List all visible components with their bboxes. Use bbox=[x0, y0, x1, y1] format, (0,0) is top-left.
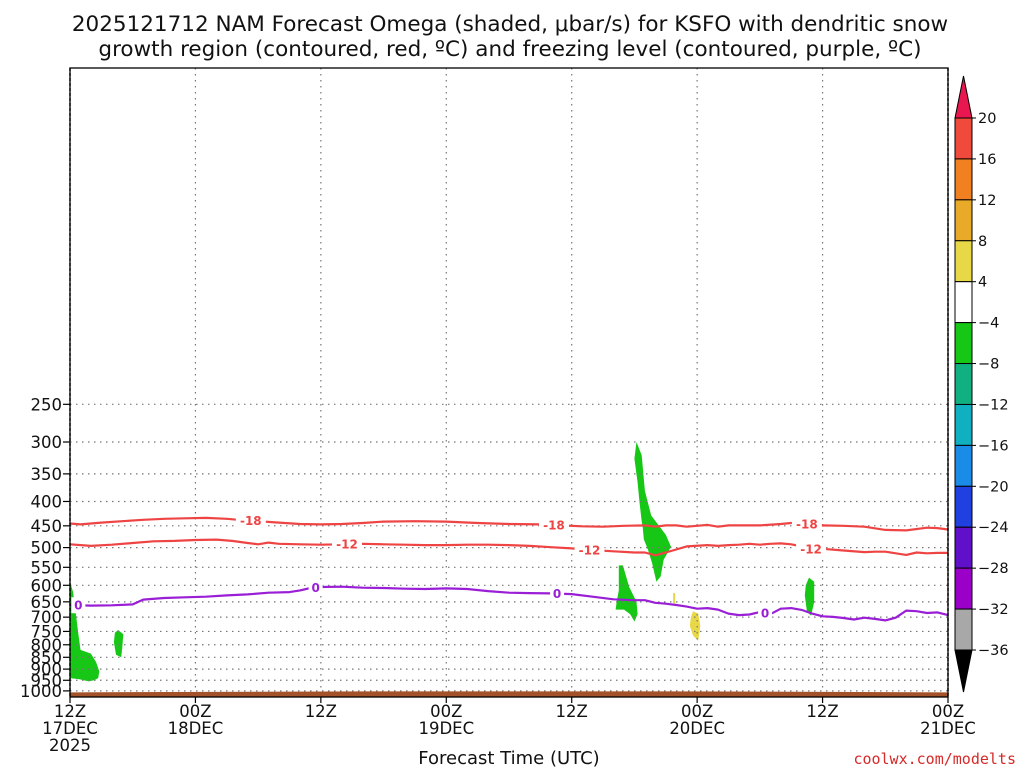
x-tick-label: 20DEC bbox=[669, 719, 725, 738]
terrain-ground-strip bbox=[70, 691, 948, 697]
colorbar-swatch bbox=[954, 199, 973, 242]
x-tick-label: 19DEC bbox=[418, 719, 474, 738]
colorbar-tick-label: 12 bbox=[978, 193, 996, 209]
colorbar-tick-label: −36 bbox=[978, 643, 1009, 659]
y-tick-label: 1000 bbox=[20, 682, 62, 701]
colorbar-tick-label: −8 bbox=[978, 357, 999, 373]
omega-shaded-region-6 bbox=[673, 593, 676, 604]
contour-label-bg bbox=[308, 579, 323, 596]
colorbar: 20 16 12 8 4 −4 −8 −12 −16 −20 −24 −28 −32 −36 bbox=[954, 75, 1009, 693]
contour-label-bg bbox=[550, 585, 565, 602]
colorbar-bottom-arrow bbox=[954, 649, 973, 693]
colorbar-tick-label: 20 bbox=[978, 111, 996, 127]
colorbar-tick-label: −12 bbox=[978, 397, 1009, 413]
colorbar-tick-label: 4 bbox=[978, 275, 987, 291]
colorbar-tick-label: −20 bbox=[978, 479, 1009, 495]
colorbar-tick-label: −24 bbox=[978, 520, 1009, 536]
colorbar-swatch bbox=[954, 444, 973, 487]
x-tick-label: 12Z bbox=[556, 702, 588, 721]
contour-label-bg bbox=[758, 605, 773, 622]
y-tick-label: 950 bbox=[31, 671, 63, 690]
omega-shaded-region-3 bbox=[615, 565, 638, 622]
contour-label-0: 0 bbox=[74, 599, 82, 613]
y-tick-label: 750 bbox=[31, 622, 63, 641]
y-tick-label: 800 bbox=[31, 636, 63, 655]
x-tick-label: 00Z bbox=[932, 702, 964, 721]
x-tick-label: 00Z bbox=[179, 702, 211, 721]
x-axis-label: Forecast Time (UTC) bbox=[418, 748, 599, 768]
colorbar-tick-label: −16 bbox=[978, 438, 1009, 454]
y-tick-label: 700 bbox=[31, 608, 63, 627]
contour-label-bg bbox=[71, 597, 86, 614]
contour-label-bg bbox=[574, 541, 605, 558]
x-tick-label: 00Z bbox=[430, 702, 462, 721]
y-tick-label: 450 bbox=[31, 517, 63, 536]
contour-label-bg bbox=[791, 516, 822, 533]
x-tick-label: 17DEC bbox=[42, 719, 98, 738]
colorbar-swatch bbox=[954, 403, 973, 446]
contour-label--18: -18 bbox=[240, 514, 262, 528]
colorbar-swatch bbox=[954, 608, 973, 651]
colorbar-tick-label: 8 bbox=[978, 234, 987, 250]
contour-label-0: 0 bbox=[311, 581, 319, 595]
plot-background bbox=[70, 68, 948, 697]
x-tick-label: 12Z bbox=[305, 702, 337, 721]
colorbar-tick-label: 16 bbox=[978, 152, 996, 168]
y-tick-label: 900 bbox=[31, 660, 63, 679]
colorbar-tick-label: −32 bbox=[978, 602, 1009, 618]
chart-title-line-1: 2025121712 NAM Forecast Omega (shaded, μ… bbox=[72, 12, 948, 37]
omega-shaded-region-1 bbox=[113, 630, 124, 658]
colorbar-swatch bbox=[954, 567, 973, 610]
colorbar-top-arrow bbox=[954, 75, 973, 119]
y-tick-label: 650 bbox=[31, 593, 63, 612]
x-tick-label: 21DEC bbox=[920, 719, 976, 738]
plot-frame bbox=[69, 67, 949, 698]
contour-label-bg bbox=[538, 517, 569, 534]
colorbar-swatch bbox=[954, 281, 973, 324]
contour-label--18: -18 bbox=[796, 518, 818, 532]
y-tick-label: 600 bbox=[31, 576, 63, 595]
chart-title-line-2: growth region (contoured, red, ºC) and f… bbox=[98, 37, 921, 62]
source-credit: coolwx.com/modelts bbox=[853, 750, 1016, 768]
contour-label-bg bbox=[235, 512, 266, 529]
colorbar-tick-label: −4 bbox=[978, 316, 999, 332]
x-tick-label: 00Z bbox=[681, 702, 713, 721]
x-tick-label: 2025 bbox=[49, 736, 91, 755]
y-tick-label: 250 bbox=[31, 395, 63, 414]
contour-label-0: 0 bbox=[761, 607, 769, 621]
contour-label-0: 0 bbox=[553, 587, 561, 601]
omega-shaded-region-4 bbox=[804, 577, 815, 616]
x-tick-label: 12Z bbox=[54, 702, 86, 721]
contour-label--12: -12 bbox=[336, 538, 358, 552]
omega-shaded-region-0 bbox=[70, 581, 100, 682]
plot-area: -18 -18 -18 -12 -12 -12 0 0 0 0 250 300 350 400 450 500… bbox=[20, 67, 976, 755]
y-tick-label: 400 bbox=[31, 492, 63, 511]
y-tick-label: 850 bbox=[31, 648, 63, 667]
contour-label--12: -12 bbox=[579, 543, 601, 557]
contour-label-bg bbox=[331, 536, 362, 553]
colorbar-swatch bbox=[954, 526, 973, 569]
y-tick-label: 350 bbox=[31, 465, 63, 484]
contour-line-0 bbox=[69, 585, 949, 622]
omega-shaded-region-2 bbox=[634, 442, 671, 582]
colorbar-tick-label: −28 bbox=[978, 561, 1009, 577]
colorbar-swatch bbox=[954, 485, 973, 528]
colorbar-swatch bbox=[954, 158, 973, 201]
x-tick-label: 18DEC bbox=[168, 719, 224, 738]
colorbar-swatch bbox=[954, 363, 973, 405]
y-tick-label: 500 bbox=[31, 539, 63, 558]
y-tick-label: 550 bbox=[31, 558, 63, 577]
colorbar-swatch bbox=[954, 322, 973, 365]
contour-label--18: -18 bbox=[543, 519, 565, 533]
contour-label-bg bbox=[796, 540, 827, 557]
contour-label--12: -12 bbox=[800, 542, 822, 556]
x-tick-label: 12Z bbox=[806, 702, 838, 721]
y-tick-label: 300 bbox=[31, 433, 63, 452]
colorbar-swatch bbox=[954, 240, 973, 283]
colorbar-swatch bbox=[954, 117, 973, 160]
